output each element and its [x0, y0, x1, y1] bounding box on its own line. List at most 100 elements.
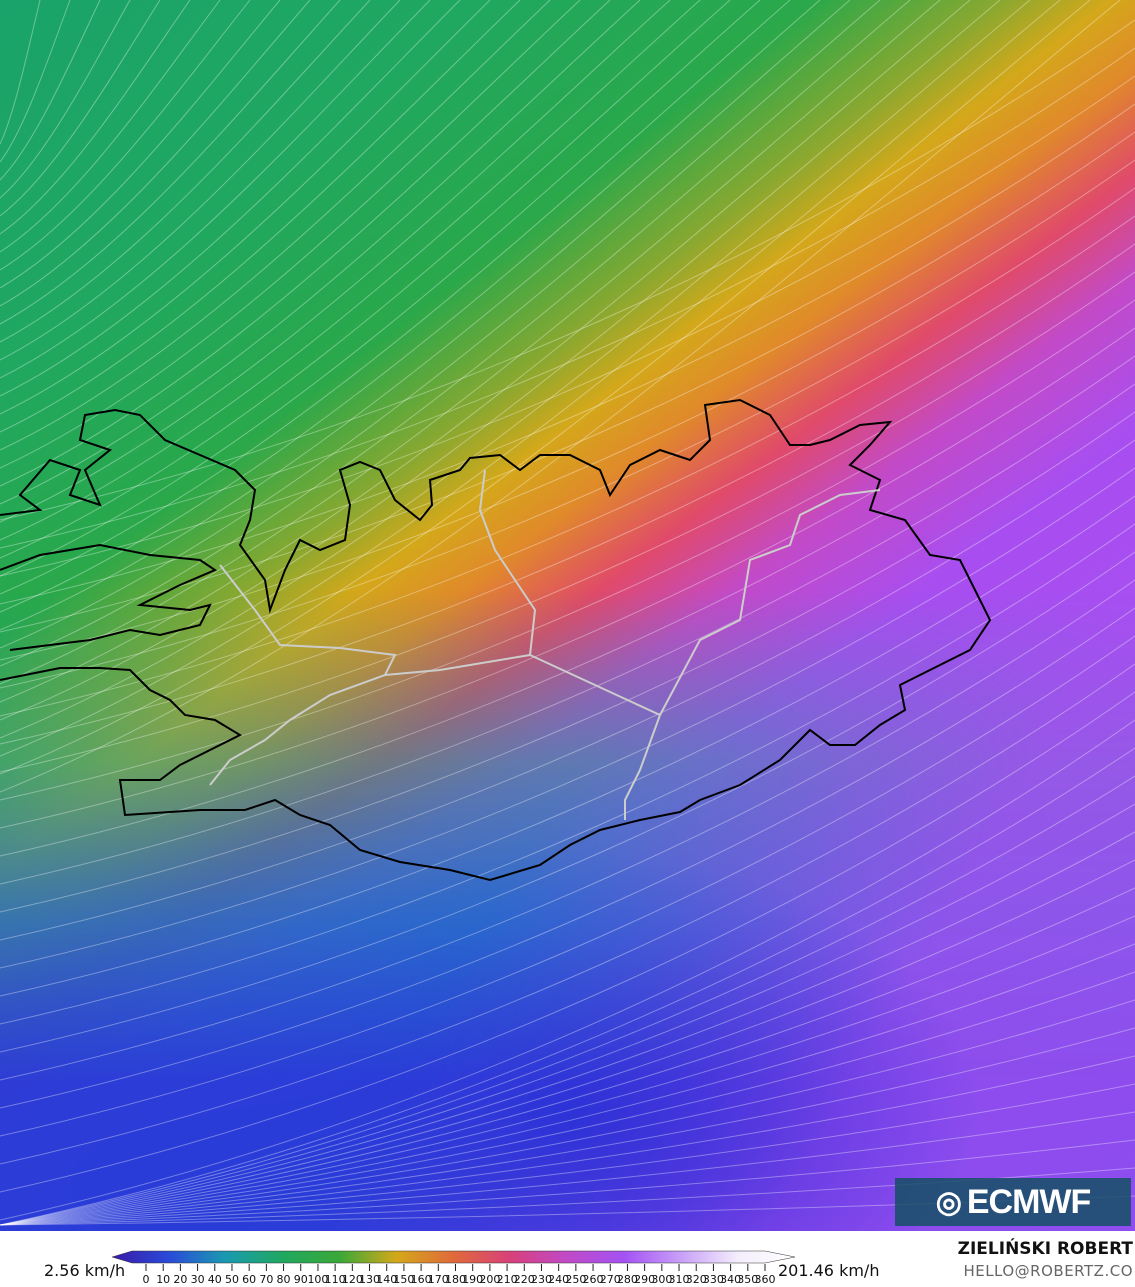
streamline — [0, 971, 1135, 1226]
colorbar-tick-label: 310 — [668, 1273, 690, 1286]
streamline — [0, 0, 161, 217]
colorbar-ticks — [145, 1264, 766, 1271]
colorbar-tick-label: 120 — [341, 1273, 363, 1286]
colorbar-tick-label: 230 — [530, 1273, 552, 1286]
streamline — [0, 579, 1135, 1081]
streamline — [0, 0, 221, 253]
colorbar-tick-label: 290 — [634, 1273, 656, 1286]
streamline — [0, 243, 1135, 745]
streamline — [0, 0, 671, 523]
colorbar-tick-label: 160 — [410, 1273, 432, 1286]
streamline — [0, 803, 1135, 1226]
streamline — [0, 215, 1135, 717]
streamline — [0, 0, 731, 559]
streamline — [0, 0, 1060, 756]
ecmwf-logo: ◎ ECMWF — [895, 1178, 1131, 1226]
streamline — [0, 0, 821, 613]
streamline — [0, 1139, 1135, 1226]
streamline — [0, 0, 911, 667]
streamline — [0, 607, 1135, 1109]
colorbar-tick-label: 280 — [616, 1273, 638, 1286]
streamline — [0, 523, 1135, 1025]
streamline — [0, 775, 1135, 1226]
streamline — [0, 0, 461, 397]
streamline — [0, 663, 1135, 1165]
streamline — [0, 467, 1135, 969]
colorbar-tick-label: 350 — [737, 1273, 759, 1286]
colorbar-tick-label: 240 — [548, 1273, 570, 1286]
streamline — [0, 299, 1135, 801]
wind-speed-map[interactable]: ◎ ECMWF — [0, 0, 1135, 1231]
streamline — [0, 1083, 1135, 1226]
colorbar-tick-label: 50 — [224, 1273, 239, 1286]
colorbar-tick-label: 360 — [754, 1273, 776, 1286]
streamline — [0, 0, 551, 451]
streamline — [0, 0, 701, 541]
streamline — [0, 1055, 1135, 1226]
streamline — [0, 0, 1120, 792]
streamline — [0, 1111, 1135, 1226]
logo-text: ECMWF — [966, 1182, 1091, 1221]
streamline — [0, 0, 311, 307]
colorbar-tick-label: 320 — [685, 1273, 707, 1286]
streamlines — [0, 0, 1135, 1231]
colorbar-tick-label: 180 — [445, 1273, 466, 1286]
streamline — [0, 551, 1135, 1053]
streamline — [0, 0, 191, 235]
coastline-detail — [0, 543, 218, 651]
colorbar-tick-label: 340 — [720, 1273, 742, 1286]
streamline — [0, 0, 371, 343]
streamline — [0, 47, 1135, 549]
streamline — [0, 0, 791, 595]
streamline — [0, 0, 971, 703]
colorbar-tick-label: 330 — [702, 1273, 724, 1286]
colorbar-tick-label: 200 — [479, 1273, 501, 1286]
colorbar — [111, 1250, 796, 1271]
streamline — [0, 0, 1001, 721]
streamline — [0, 719, 1135, 1221]
streamline — [0, 0, 131, 199]
colorbar-tick-label: 140 — [376, 1273, 398, 1286]
streamline — [0, 831, 1135, 1226]
streamline — [0, 0, 851, 631]
streamline — [0, 859, 1135, 1226]
streamline — [0, 327, 1135, 829]
colorbar-tick-label: 260 — [582, 1273, 604, 1286]
colorbar-tick-label: 40 — [207, 1273, 222, 1286]
ecmwf-logo-icon: ◎ — [935, 1185, 962, 1219]
colorbar-tick-label: 250 — [565, 1273, 587, 1286]
author-credit: ZIELIŃSKI ROBERT — [957, 1239, 1133, 1259]
streamline — [0, 75, 1135, 577]
streamline — [0, 0, 941, 685]
streamline — [0, 355, 1135, 857]
streamline — [0, 131, 1135, 633]
streamline — [0, 747, 1135, 1226]
colorbar-tick-label: 190 — [462, 1273, 484, 1286]
colorbar-tick-label: 220 — [513, 1273, 535, 1286]
streamline — [0, 943, 1135, 1226]
streamline — [0, 0, 491, 415]
wind-speed-fill-low — [0, 0, 1135, 1231]
colorbar-tick-label: 70 — [259, 1273, 274, 1286]
colorbar-tick-label: 100 — [307, 1273, 329, 1286]
streamline — [0, 0, 71, 163]
streamline — [0, 691, 1135, 1193]
colorbar-tick-label: 130 — [359, 1273, 381, 1286]
streamline — [0, 0, 1090, 774]
colorbar-tick-label: 80 — [276, 1273, 291, 1286]
streamline — [0, 0, 431, 379]
colorbar-tick-label: 90 — [293, 1273, 308, 1286]
road-network — [209, 469, 881, 820]
streamline — [0, 999, 1135, 1226]
footer: 2.56 km/h 201.46 km/h — [0, 1231, 1135, 1287]
colorbar-min-label: 2.56 km/h — [44, 1261, 126, 1280]
streamline — [0, 0, 41, 145]
colorbar-tick-label: 20 — [173, 1273, 188, 1286]
streamline — [0, 1027, 1135, 1226]
coastline — [0, 398, 992, 882]
streamline — [0, 383, 1135, 885]
streamline — [0, 0, 641, 505]
streamline — [0, 0, 251, 271]
author-email[interactable]: HELLO@ROBERTZ.CO — [963, 1262, 1133, 1280]
streamline — [0, 0, 401, 361]
